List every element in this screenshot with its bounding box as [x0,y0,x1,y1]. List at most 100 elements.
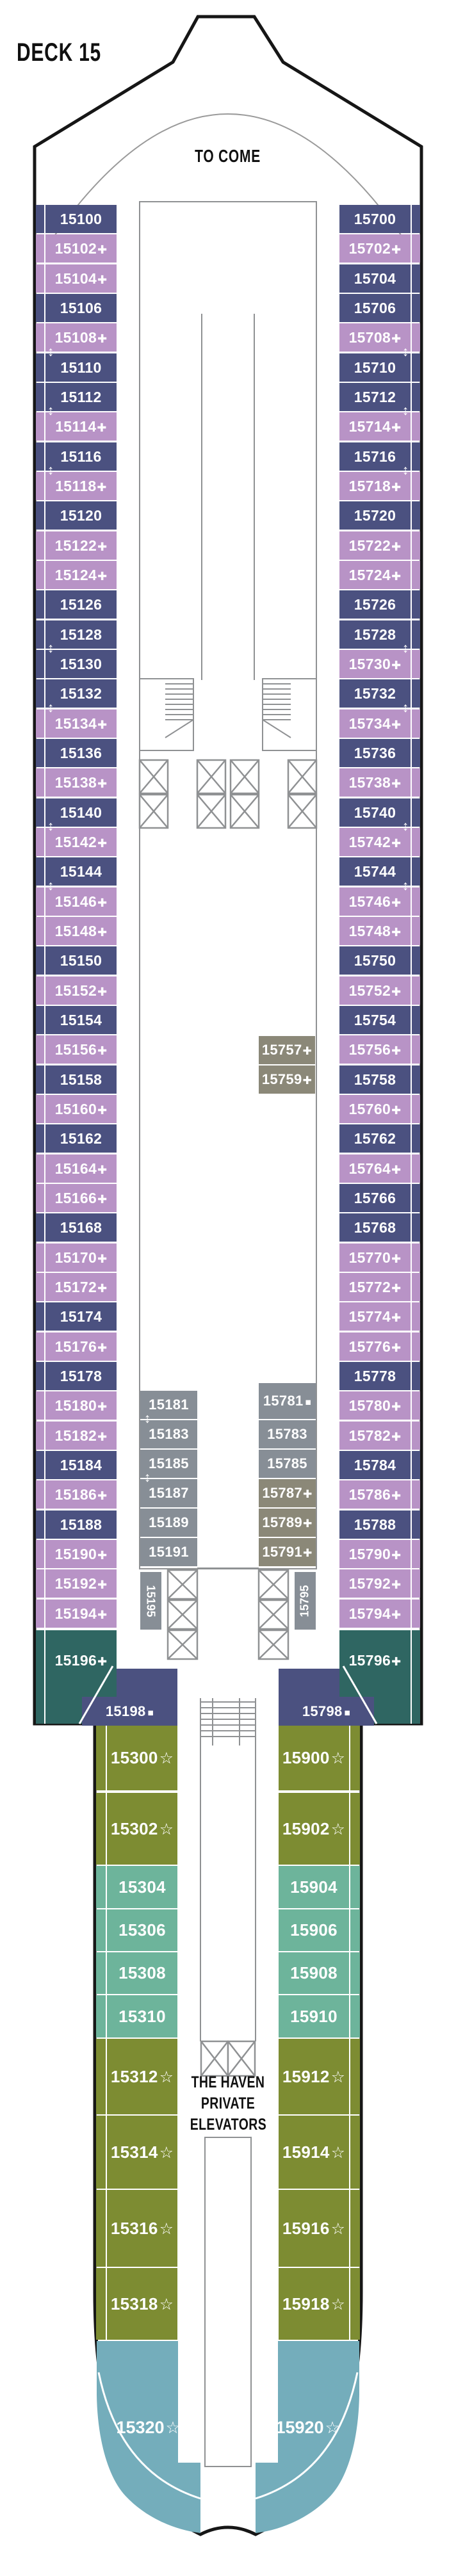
cabin-15714: 15714✚ [339,412,420,441]
cabin-number: 15120 [60,506,102,524]
balcony-divider [44,353,45,382]
cabin-15164: 15164✚ [36,1154,117,1183]
balcony-divider [411,739,412,767]
cabin-number: 15124✚ [54,566,108,583]
cabin-15320: 15320☆ [96,2418,200,2438]
cabin-15187: 15187 [140,1479,197,1507]
cabin-number: 15706 [354,299,396,316]
balcony-divider [44,857,45,886]
cabin-15144: 15144 [36,857,117,886]
cabin-15908: 15908 [279,1952,360,1994]
cabin-number: 15174 [60,1308,102,1325]
cabin-15308: 15308 [96,1952,177,1994]
cabin-15764: 15764✚ [339,1154,420,1183]
cabin-15138: 15138✚ [36,768,117,797]
balcony-divider [349,2190,350,2267]
cabin-number: 15738✚ [348,774,402,791]
cabin-15195: 15195 [140,1572,161,1630]
connecting-rooms-arrow-icon: ↕ [402,463,409,478]
cabin-15910: 15910 [279,1995,360,2037]
cabin-15102: 15102✚ [36,234,117,263]
cabin-15787: 15787✚ [259,1479,316,1507]
cabin-15900: 15900☆ [279,1726,360,1790]
balcony-divider [411,1035,412,1064]
cabin-15134: 15134✚ [36,709,117,738]
cabin-15162: 15162 [36,1124,117,1153]
balcony-divider [106,1995,107,2037]
cabin-number: 15189 [149,1514,189,1530]
balcony-divider [44,798,45,827]
balcony-divider [411,1422,412,1450]
balcony-divider [106,1952,107,1994]
elevator-icons-midship [138,759,318,829]
balcony-divider [411,976,412,1005]
cabin-15158: 15158 [36,1065,117,1094]
balcony-divider [44,1480,45,1509]
cabin-15124: 15124✚ [36,561,117,589]
cabin-number: 15746✚ [348,893,402,910]
balcony-divider [44,205,45,233]
cabin-15191: 15191 [140,1538,197,1566]
cabin-number: 15740 [354,804,396,821]
balcony-divider [349,2268,350,2340]
cabin-15726: 15726 [339,590,420,619]
cabin-number: 15724✚ [348,566,402,583]
cabin-number: 15758 [354,1071,396,1088]
cabin-15306: 15306 [96,1909,177,1951]
cabin-number: 15306 [118,1920,166,1940]
cabin-15774: 15774✚ [339,1302,420,1331]
cabin-15920: 15920☆ [256,2418,360,2438]
interior-walls [139,201,317,1569]
cabin-number: 15785 [267,1455,307,1471]
cabin-number: 15128 [60,626,102,643]
balcony-divider [349,1726,350,1790]
cabin-15180: 15180✚ [36,1391,117,1420]
cabin-15794: 15794✚ [339,1600,420,1628]
cabin-15318: 15318☆ [96,2268,177,2340]
cabin-number: 15786✚ [348,1486,402,1503]
cabin-15728: 15728 [339,620,420,649]
balcony-divider [411,1065,412,1094]
connecting-rooms-arrow-icon: ↕ [47,701,54,715]
cabin-15722: 15722✚ [339,531,420,560]
balcony-divider [411,234,412,263]
cabin-15314: 15314☆ [96,2116,177,2189]
cabin-15154: 15154 [36,1006,117,1034]
cabin-number: 15734✚ [348,715,402,732]
balcony-divider [411,472,412,500]
balcony-divider [44,1451,45,1479]
stern-balcony-arc-starboard [255,2372,359,2500]
elevator-icons-aft [167,1569,289,1660]
cabin-15100: 15100 [36,205,117,233]
cabin-15310: 15310 [96,1995,177,2037]
cabin-number: 15182✚ [54,1427,108,1444]
balcony-divider [411,1243,412,1272]
balcony-divider [411,917,412,945]
cabin-15192: 15192✚ [36,1569,117,1598]
connecting-rooms-arrow-icon: ↕ [402,819,409,834]
cabin-15186: 15186✚ [36,1480,117,1509]
cabin-15742: 15742✚ [339,828,420,856]
cabin-number: 15783 [267,1426,307,1442]
cabin-15906: 15906 [279,1909,360,1951]
cabin-15316: 15316☆ [96,2190,177,2267]
balcony-divider [106,1866,107,1908]
cabin-number: 15714✚ [348,417,402,435]
cabin-15916: 15916☆ [279,2190,360,2267]
cabin-number: 15902☆ [282,1819,346,1838]
haven-elevators-label: THE HAVEN PRIVATE ELEVATORS [190,2073,267,2134]
balcony-divider [44,412,45,441]
cabin-number: 15916☆ [282,2218,346,2238]
cabin-number: 15300☆ [110,1748,174,1767]
bow-arc-line [37,113,419,262]
cabin-15904: 15904 [279,1866,360,1908]
cabin-15736: 15736 [339,739,420,767]
cabin-number: 15710 [354,359,396,376]
connecting-rooms-arrow-icon: ↕ [143,1470,151,1485]
balcony-divider [411,709,412,738]
cabin-15702: 15702✚ [339,234,420,263]
cabin-15304: 15304 [96,1866,177,1908]
cabin-15194: 15194✚ [36,1600,117,1628]
cabin-number: 15904 [290,1877,338,1897]
cabin-number: 15781 ■ [263,1393,312,1409]
